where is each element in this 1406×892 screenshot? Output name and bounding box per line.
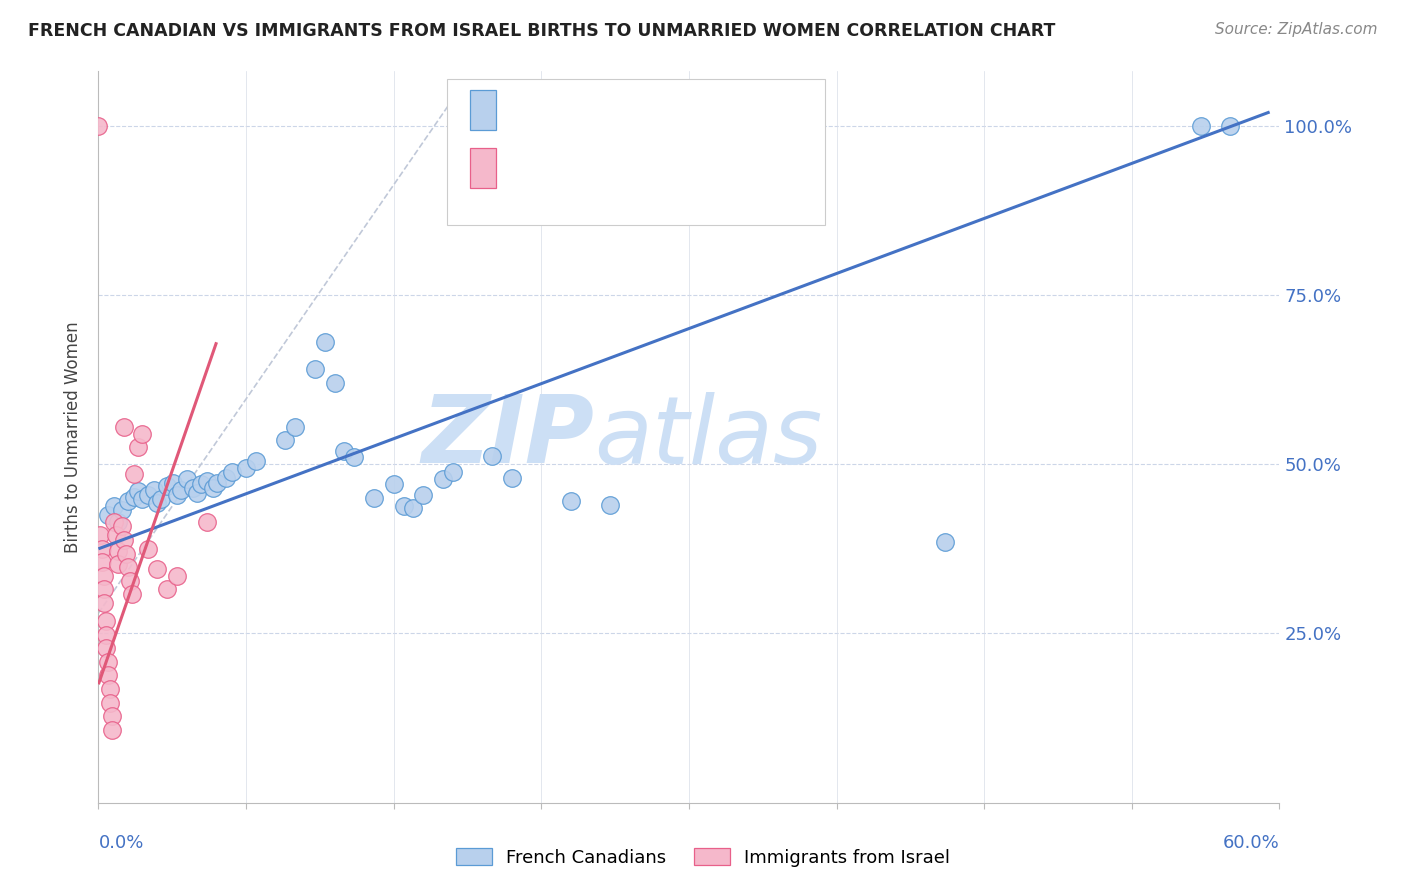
- Point: [117, 560, 139, 574]
- Point: [560, 494, 582, 508]
- Point: [190, 477, 212, 491]
- Point: [111, 503, 134, 517]
- Point: [131, 492, 153, 507]
- Point: [127, 440, 149, 454]
- Point: [195, 515, 218, 529]
- FancyBboxPatch shape: [447, 78, 825, 225]
- Point: [101, 709, 124, 723]
- Point: [111, 519, 134, 533]
- Point: [103, 515, 125, 529]
- Point: [166, 569, 188, 583]
- Point: [103, 499, 125, 513]
- Text: Source: ZipAtlas.com: Source: ZipAtlas.com: [1215, 22, 1378, 37]
- Point: [107, 544, 129, 558]
- Point: [93, 596, 115, 610]
- Point: [131, 426, 153, 441]
- Point: [392, 499, 415, 513]
- Point: [97, 668, 120, 682]
- Point: [756, 119, 779, 133]
- Point: [122, 490, 145, 504]
- Point: [112, 533, 135, 547]
- Point: [481, 449, 503, 463]
- Point: [221, 465, 243, 479]
- Point: [215, 471, 238, 485]
- Text: R = 0.489   N = 46: R = 0.489 N = 46: [510, 161, 695, 179]
- Point: [934, 535, 956, 549]
- Text: R = 0.732   N = 48: R = 0.732 N = 48: [510, 103, 695, 120]
- Text: atlas: atlas: [595, 392, 823, 483]
- Point: [333, 443, 356, 458]
- Point: [115, 547, 138, 561]
- Point: [98, 696, 121, 710]
- Point: [323, 376, 346, 390]
- Point: [314, 335, 336, 350]
- Point: [87, 119, 110, 133]
- Point: [156, 479, 179, 493]
- Point: [122, 467, 145, 482]
- Point: [97, 508, 120, 522]
- Point: [382, 477, 405, 491]
- Point: [412, 488, 434, 502]
- Point: [284, 420, 307, 434]
- Y-axis label: Births to Unmarried Women: Births to Unmarried Women: [65, 321, 83, 553]
- Point: [432, 472, 454, 486]
- Point: [96, 641, 118, 656]
- Point: [176, 472, 198, 486]
- FancyBboxPatch shape: [471, 90, 496, 130]
- FancyBboxPatch shape: [471, 148, 496, 188]
- Point: [121, 587, 143, 601]
- Text: FRENCH CANADIAN VS IMMIGRANTS FROM ISRAEL BIRTHS TO UNMARRIED WOMEN CORRELATION : FRENCH CANADIAN VS IMMIGRANTS FROM ISRAE…: [28, 22, 1056, 40]
- Point: [136, 541, 159, 556]
- Legend: French Canadians, Immigrants from Israel: French Canadians, Immigrants from Israel: [449, 841, 957, 874]
- Point: [98, 681, 121, 696]
- Point: [112, 420, 135, 434]
- Point: [245, 454, 267, 468]
- Point: [205, 476, 228, 491]
- Point: [235, 460, 257, 475]
- Point: [343, 450, 366, 465]
- Point: [1189, 119, 1212, 133]
- Point: [101, 723, 124, 737]
- Point: [441, 465, 464, 479]
- Point: [304, 362, 326, 376]
- Point: [136, 488, 159, 502]
- Point: [107, 558, 129, 572]
- Point: [117, 494, 139, 508]
- Text: ZIP: ZIP: [422, 391, 595, 483]
- Point: [162, 476, 184, 491]
- Point: [786, 119, 808, 133]
- Point: [156, 582, 179, 597]
- Point: [107, 515, 129, 529]
- Point: [96, 628, 118, 642]
- Point: [89, 528, 111, 542]
- Point: [91, 555, 114, 569]
- Point: [146, 562, 169, 576]
- Point: [150, 492, 173, 507]
- Point: [118, 574, 141, 588]
- Point: [93, 569, 115, 583]
- Point: [142, 483, 165, 497]
- Point: [402, 501, 425, 516]
- Point: [363, 491, 385, 505]
- Point: [195, 474, 218, 488]
- Point: [170, 483, 193, 497]
- Point: [201, 481, 224, 495]
- Point: [274, 434, 297, 448]
- Point: [97, 655, 120, 669]
- Point: [91, 541, 114, 556]
- Text: 60.0%: 60.0%: [1223, 834, 1279, 852]
- Point: [181, 481, 204, 495]
- Point: [127, 484, 149, 499]
- Point: [166, 488, 188, 502]
- Point: [93, 582, 115, 597]
- Point: [96, 615, 118, 629]
- Point: [186, 485, 208, 500]
- Text: 0.0%: 0.0%: [98, 834, 143, 852]
- Point: [501, 471, 523, 485]
- Point: [146, 496, 169, 510]
- Point: [105, 528, 128, 542]
- Point: [599, 498, 621, 512]
- Point: [1219, 119, 1241, 133]
